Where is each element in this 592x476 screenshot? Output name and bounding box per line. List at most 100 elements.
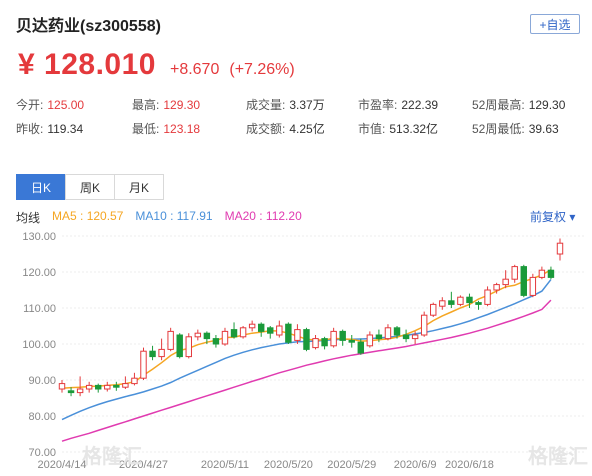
- y-tick-label: 80.00: [28, 411, 56, 423]
- price-change: +8.670: [169, 61, 220, 78]
- stock-title: 贝达药业(sz300558): [16, 18, 161, 35]
- candle-down: [267, 327, 274, 334]
- stat-pe-ratio: 市盈率: 222.39: [358, 98, 439, 112]
- candle-down: [393, 327, 401, 336]
- candle-up: [85, 384, 93, 390]
- ma20-line: [61, 299, 552, 442]
- candle-up: [366, 334, 374, 347]
- candle-down: [285, 323, 292, 343]
- candle-up: [430, 303, 437, 316]
- y-tick-label: 90.00: [28, 375, 56, 387]
- candle-up: [529, 276, 537, 296]
- ma-legend: 均线 MA5 : 120.57 MA10 : 117.91 MA20 : 112…: [16, 209, 314, 226]
- candle-down: [339, 330, 346, 341]
- candle-up: [556, 242, 564, 255]
- stat-open: 今开: 125.00: [16, 98, 85, 112]
- stat-52w-low: 52周最低: 39.63: [472, 122, 559, 136]
- tab-monthly-k[interactable]: 月K: [114, 174, 164, 200]
- candle-down: [257, 323, 265, 332]
- y-tick-label: 70.00: [28, 447, 56, 459]
- stat-52w-high: 52周最高: 129.30: [472, 98, 566, 112]
- watermark-logo: 格隆汇: [82, 446, 142, 468]
- candle-down: [466, 296, 473, 304]
- candle-up: [276, 325, 283, 336]
- candle-down: [176, 334, 183, 358]
- candle-up: [104, 384, 111, 390]
- x-tick-label: 2020/6/18: [445, 459, 494, 471]
- y-tick-label: 120.00: [22, 267, 56, 279]
- candle-down: [357, 341, 365, 354]
- x-tick-label: 2020/5/11: [201, 459, 249, 471]
- candle-up: [502, 278, 509, 286]
- tab-daily-k[interactable]: 日K: [16, 174, 66, 200]
- stat-high: 最高: 129.30: [132, 98, 201, 112]
- price-change-percent: (+7.26%): [229, 61, 295, 78]
- legend-ma10: MA10 : 117.91: [135, 209, 213, 223]
- candle-up: [538, 269, 546, 278]
- candle-down: [113, 384, 120, 388]
- candle-up: [420, 314, 428, 336]
- candle-down: [95, 384, 102, 390]
- y-tick-label: 110.00: [23, 303, 56, 315]
- legend-title: 均线: [16, 211, 41, 225]
- candle-up: [122, 383, 129, 388]
- candle-up: [58, 383, 66, 390]
- x-tick-label: 2020/5/29: [327, 459, 376, 471]
- candle-down: [547, 269, 555, 278]
- period-tabs: 日K 周K 月K: [16, 174, 164, 200]
- candle-up: [457, 296, 464, 305]
- stat-market-cap: 市值: 513.32亿: [358, 122, 439, 136]
- candle-up: [511, 266, 518, 280]
- candle-up: [221, 330, 229, 345]
- candle-down: [203, 332, 211, 340]
- candle-up: [158, 348, 165, 358]
- kline-chart[interactable]: 130.00120.00110.00100.0090.0080.0070.002…: [0, 222, 592, 476]
- candle-down: [303, 329, 310, 350]
- candle-down: [230, 329, 238, 338]
- candle-up: [384, 327, 392, 340]
- candle-down: [212, 338, 220, 345]
- candle-up: [330, 330, 337, 347]
- x-tick-label: 2020/5/20: [264, 459, 313, 471]
- candle-down: [321, 338, 328, 347]
- candle-up: [167, 330, 174, 350]
- candle-up: [294, 329, 301, 341]
- candle-up: [484, 289, 491, 305]
- candle-up: [312, 338, 319, 349]
- candle-up: [493, 284, 500, 291]
- current-price: ¥ 128.010: [18, 48, 156, 81]
- candle-down: [67, 390, 75, 394]
- tab-weekly-k[interactable]: 周K: [65, 174, 115, 200]
- candle-up: [140, 350, 147, 379]
- candle-down: [448, 300, 455, 305]
- price-adjust-dropdown[interactable]: 前复权 ▾: [530, 210, 576, 224]
- candle-up: [185, 336, 192, 358]
- candle-up: [439, 300, 446, 307]
- stat-low: 最低: 123.18: [132, 122, 201, 136]
- candle-up: [411, 334, 419, 340]
- candle-down: [149, 350, 156, 358]
- add-favorite-button[interactable]: +自选: [530, 14, 580, 34]
- y-tick-label: 100.00: [22, 339, 56, 351]
- stat-turnover: 成交额: 4.25亿: [246, 122, 325, 136]
- candle-down: [375, 334, 383, 340]
- stat-volume: 成交量: 3.37万: [246, 98, 325, 112]
- candle-down: [520, 266, 527, 296]
- y-tick-label: 130.00: [22, 231, 56, 243]
- candle-down: [402, 334, 410, 340]
- candle-up: [248, 323, 256, 329]
- x-tick-label: 2020/4/27: [119, 459, 168, 471]
- quote-row: ¥ 128.010 +8.670 (+7.26%): [18, 48, 295, 84]
- candle-up: [131, 377, 138, 385]
- stat-prev-close: 昨收: 119.34: [16, 122, 84, 136]
- legend-ma5: MA5 : 120.57: [52, 209, 124, 223]
- candle-up: [239, 327, 247, 338]
- x-tick-label: 2020/4/14: [38, 459, 87, 471]
- candle-down: [475, 302, 482, 305]
- watermark-logo-2: 格隆汇: [528, 446, 588, 468]
- legend-ma20: MA20 : 112.20: [224, 209, 302, 223]
- candle-up: [194, 332, 202, 338]
- candle-up: [76, 388, 84, 394]
- x-tick-label: 2020/6/9: [394, 459, 437, 471]
- candle-down: [348, 339, 355, 343]
